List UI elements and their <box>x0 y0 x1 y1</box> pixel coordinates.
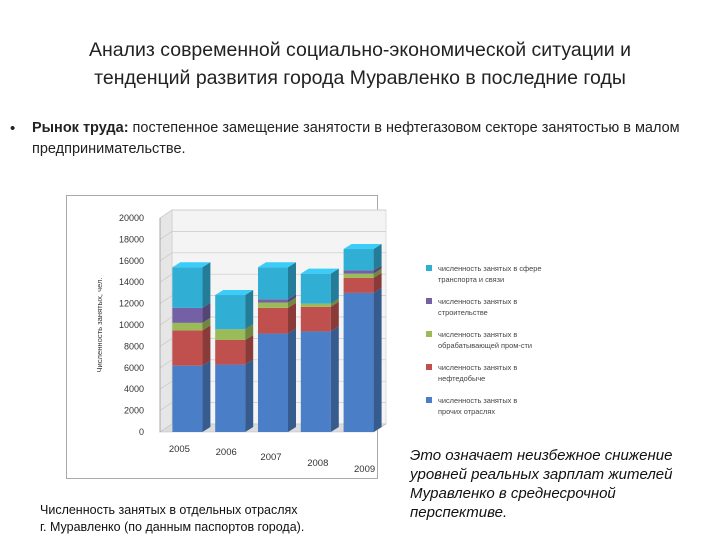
bar-segment-side <box>330 298 339 307</box>
bar-segment-side <box>202 262 211 308</box>
chart-caption-line-2: г. Муравленко (по данным паспортов город… <box>40 520 305 534</box>
legend-label: численность занятых в <box>438 297 517 306</box>
bar-segment-side <box>373 265 382 274</box>
bar-segment <box>172 267 203 308</box>
bullet-paragraph: • Рынок труда: постепенное замещение зан… <box>10 118 700 160</box>
bar-segment-side <box>373 268 382 278</box>
bar-segment-side <box>373 287 382 432</box>
chart-caption-line-1: Численность занятых в отдельных отраслях <box>40 503 298 517</box>
legend-label-cont: транспорта и связи <box>438 275 504 284</box>
bar-segment <box>300 303 331 307</box>
bar-segment-side <box>245 290 254 330</box>
conclusion-text: Это означает неизбежное снижение уровней… <box>410 447 673 521</box>
bar-segment <box>300 331 331 432</box>
legend-label-cont: прочих отраслях <box>438 407 495 416</box>
bar-segment <box>172 365 203 432</box>
x-category-label: 2006 <box>216 447 237 458</box>
bar-segment <box>258 299 288 303</box>
bar-segment-side <box>202 317 211 331</box>
bar-segment <box>172 307 203 323</box>
bar-segment <box>300 273 331 304</box>
y-tick-label: 14000 <box>119 277 144 287</box>
bar-segment <box>215 364 246 432</box>
bar-segment <box>172 330 203 366</box>
bar-top <box>215 290 254 296</box>
y-tick-label: 6000 <box>124 363 144 373</box>
bar-segment <box>258 307 288 334</box>
bar-top <box>300 268 339 274</box>
bar-segment <box>343 292 374 432</box>
gridline <box>159 252 386 262</box>
x-category-label: 2008 <box>307 458 328 469</box>
legend-label: численность занятых в <box>438 363 517 372</box>
bar-segment-side <box>288 297 296 308</box>
y-tick-label: 2000 <box>124 406 144 416</box>
y-tick-label: 12000 <box>119 299 144 309</box>
slide-title-line-1: Анализ современной социально-экономическ… <box>89 39 631 61</box>
bar-segment-side <box>245 334 254 365</box>
bar-segment <box>215 329 246 340</box>
legend-label: численность занятых в <box>438 396 517 405</box>
bullet-bold-label: Рынок труда: <box>32 120 129 136</box>
legend-label-cont: нефтедобыче <box>438 374 485 383</box>
y-tick-label: 0 <box>139 427 144 437</box>
legend-swatch <box>426 265 432 271</box>
y-tick-label: 8000 <box>124 341 144 351</box>
bar-segment <box>172 322 203 331</box>
bar-top <box>258 262 296 268</box>
legend-label-cont: строительстве <box>438 308 488 317</box>
bar-segment-side <box>288 294 296 303</box>
y-axis-title: Численность занятых, чел. <box>95 277 104 372</box>
legend-label: численность занятых в <box>438 330 517 339</box>
bar-segment <box>343 249 374 271</box>
bar-segment <box>215 339 246 365</box>
y-tick-label: 10000 <box>119 320 144 330</box>
legend-swatch <box>426 298 432 304</box>
stacked-bar-chart: 0 2000 4000 6000 8000 10000 12000 14000 16000 180… <box>95 209 541 475</box>
bar-segment-side <box>288 302 296 334</box>
legend-swatch <box>426 364 432 370</box>
legend-swatch <box>426 397 432 403</box>
gridline <box>159 209 386 219</box>
bar-segment-side <box>330 268 339 304</box>
gridline <box>159 231 386 240</box>
bar-segment <box>343 270 374 274</box>
bullet-text: Рынок труда: постепенное замещение занят… <box>32 118 700 160</box>
bar-segment-side <box>330 301 339 332</box>
bar-segment-side <box>245 324 254 340</box>
slide-title-line-2: тенденций развития города Муравленко в п… <box>94 67 626 89</box>
bar-segment <box>258 302 288 308</box>
x-category-label: 2009 <box>354 464 375 475</box>
bar-segment-side <box>373 244 382 271</box>
x-category-label: 2007 <box>260 452 281 463</box>
bar-segment-side <box>373 272 382 293</box>
bar-segment-side <box>202 302 211 323</box>
bar-top <box>343 244 382 250</box>
bar-segment <box>258 333 288 432</box>
bar-segment-side <box>288 262 296 300</box>
legend-label-cont: обрабатывающей пром-сти <box>438 341 532 350</box>
legend-label: численность занятых в сфере <box>438 264 541 273</box>
y-tick-label: 4000 <box>124 384 144 394</box>
chart-caption: Численность занятых в отдельных отраслях… <box>40 502 400 536</box>
bullet-dot: • <box>10 120 16 137</box>
bar-segment <box>258 267 288 300</box>
y-tick-label: 16000 <box>119 256 144 266</box>
bar-segment-side <box>288 328 296 432</box>
bar-segment <box>215 295 246 330</box>
bar-segment <box>300 306 331 332</box>
bar-segment <box>343 277 374 293</box>
bar-segment-side <box>202 325 211 366</box>
bullet-body: постепенное замещение занятости в нефтег… <box>32 120 680 157</box>
y-tick-label: 18000 <box>119 234 144 244</box>
bar-top <box>172 262 211 268</box>
bar-segment <box>343 273 374 278</box>
bar-segment-side <box>245 359 254 432</box>
x-category-label: 2005 <box>169 444 190 455</box>
legend-swatch <box>426 331 432 337</box>
slide-title: Анализ современной социально-экономическ… <box>30 36 690 92</box>
bar-segment-side <box>202 360 211 432</box>
y-tick-label: 20000 <box>119 213 144 223</box>
bar-segment-side <box>330 326 339 432</box>
